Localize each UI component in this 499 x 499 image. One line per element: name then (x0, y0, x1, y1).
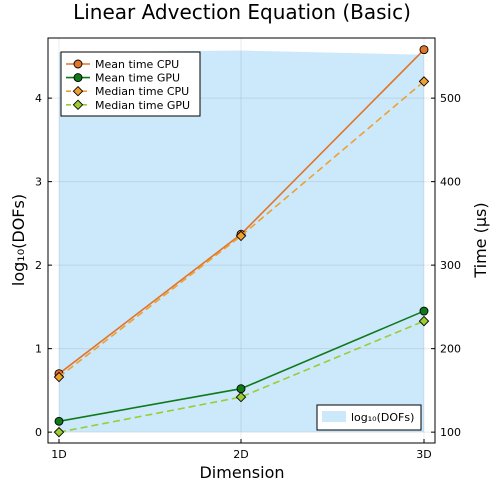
legend-marker-median-time-cpu (72, 85, 84, 97)
area-legend-label: log₁₀(DOFs) (351, 411, 414, 424)
y-left-tick-label: 2 (35, 259, 42, 272)
y-right-tick-label: 500 (440, 92, 461, 105)
legend-label-mean-time-cpu: Mean time CPU (95, 58, 179, 71)
series-point-mean-time-gpu (236, 384, 246, 394)
legend-marker-mean-time-cpu (73, 59, 83, 69)
area-legend: log₁₀(DOFs) (316, 404, 422, 431)
x-axis: 1D 2D 3D (51, 439, 432, 461)
y-right-tick-label: 200 (440, 343, 461, 356)
series-point-median-time-cpu (53, 371, 65, 383)
series-layer (53, 45, 430, 438)
y-left-tick-label: 3 (35, 176, 42, 189)
area-legend-swatch (322, 411, 346, 422)
dof-area (59, 50, 424, 433)
legend-marker-median-time-gpu (72, 99, 84, 111)
y-right-tick-label: 300 (440, 259, 461, 272)
series-point-median-time-gpu (53, 426, 65, 438)
series-point-median-time-gpu (418, 315, 430, 327)
series-point-mean-time-gpu (419, 306, 429, 316)
legend-label-median-time-cpu: Median time CPU (95, 85, 189, 98)
legend-label-mean-time-gpu: Mean time GPU (95, 72, 180, 85)
y-right-tick-label: 100 (440, 426, 461, 439)
series-line-median-time-cpu (58, 80, 425, 378)
y-left-tick-label: 1 (35, 343, 42, 356)
dof-area-layer (59, 50, 424, 433)
y-axis-left-label: log₁₀(DOFs) (9, 194, 28, 286)
legend-marker-mean-time-gpu (73, 73, 83, 83)
series-point-mean-time-cpu (419, 45, 429, 55)
y-left-tick-label: 4 (35, 92, 42, 105)
x-tick-label: 2D (233, 448, 248, 461)
series-point-median-time-cpu (418, 76, 430, 87)
y-axis-right-label: Time (µs) (471, 202, 490, 278)
y-axis-right: 100 200 300 400 500 (431, 92, 461, 439)
y-axis-left: 0 1 2 3 4 (35, 92, 52, 439)
x-axis-label: Dimension (199, 463, 284, 482)
x-tick-label: 1D (51, 448, 66, 461)
chart-title: Linear Advection Equation (Basic) (73, 0, 411, 24)
series-point-median-time-gpu (235, 391, 247, 403)
series-point-mean-time-gpu (54, 416, 64, 426)
series-line-median-time-gpu (58, 320, 425, 433)
y-left-tick-label: 0 (35, 426, 42, 439)
x-tick-label: 3D (416, 448, 431, 461)
y-right-tick-label: 400 (440, 176, 461, 189)
legend-label-median-time-gpu: Median time GPU (95, 99, 190, 112)
series-point-median-time-cpu (235, 230, 247, 242)
